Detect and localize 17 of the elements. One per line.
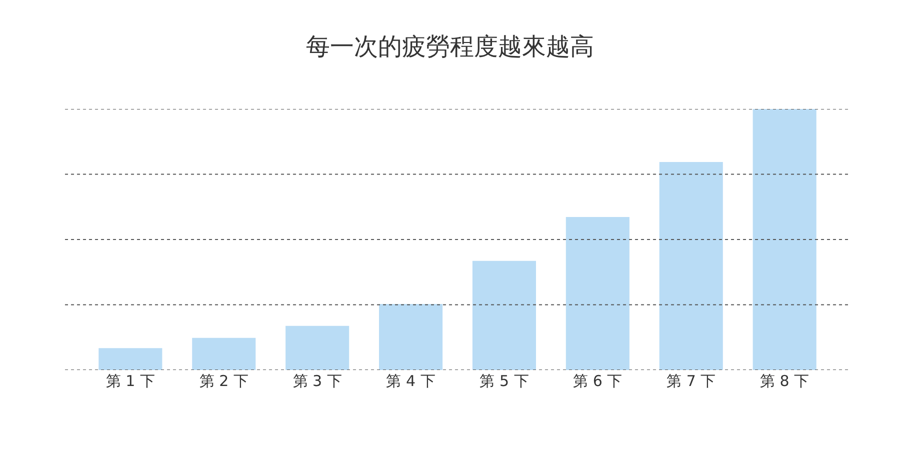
bar [752, 109, 816, 370]
x-tick-label: 第 1 下 [106, 372, 155, 390]
bar [379, 304, 443, 370]
x-tick-label: 第 2 下 [199, 372, 248, 390]
bar [659, 162, 723, 370]
x-tick-label: 第 3 下 [292, 372, 342, 390]
chart-title: 每一次的疲勞程度越來越高 [306, 32, 594, 60]
bar [472, 260, 536, 370]
x-tick-label: 第 5 下 [480, 372, 529, 390]
x-tick-label: 第 8 下 [760, 372, 810, 390]
bar [286, 326, 350, 370]
bar [98, 348, 162, 370]
x-tick-label: 第 4 下 [386, 372, 436, 390]
bar [566, 217, 630, 370]
bar [192, 338, 256, 370]
x-tick-label: 第 7 下 [666, 372, 716, 390]
x-tick-label: 第 6 下 [573, 372, 622, 390]
